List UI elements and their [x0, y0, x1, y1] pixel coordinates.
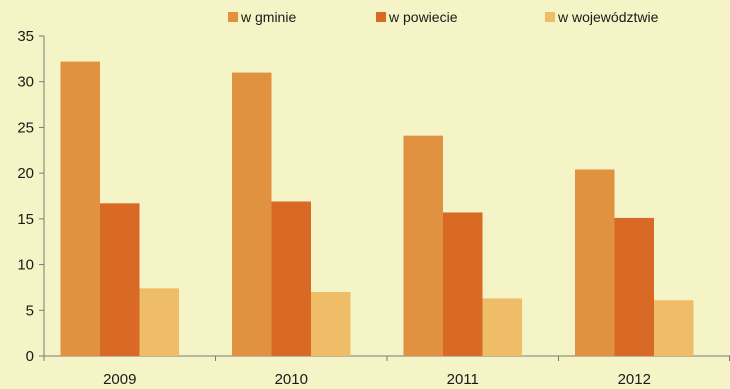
bar: [654, 300, 694, 356]
legend-swatch: [376, 12, 386, 22]
x-axis: 2009 2010 2011 2012: [43, 355, 730, 388]
y-tick-label: 5: [26, 302, 34, 319]
legend: w gminie w powiecie w województwie: [228, 9, 659, 25]
y-tick-label: 20: [17, 165, 34, 182]
x-tick-label: 2009: [103, 371, 136, 388]
legend-item: w województwie: [545, 9, 659, 25]
legend-swatch: [228, 12, 238, 22]
legend-label: w powiecie: [388, 9, 458, 25]
bar: [575, 169, 615, 356]
bar: [60, 61, 100, 356]
y-tick-label: 15: [17, 211, 34, 228]
bar: [403, 135, 443, 356]
bar: [271, 201, 311, 356]
y-tick-label: 25: [17, 119, 34, 136]
legend-item: w gminie: [228, 9, 296, 25]
bar: [232, 72, 272, 357]
legend-swatch: [545, 12, 555, 22]
legend-label: w województwie: [557, 9, 659, 25]
y-tick-label: 30: [17, 74, 34, 91]
bar: [482, 298, 522, 356]
x-tick-label: 2010: [275, 371, 308, 388]
bars: [60, 61, 694, 357]
bar: [311, 292, 351, 356]
legend-label: w gminie: [240, 9, 296, 25]
y-axis: 0 5 10 15 20 25 30 35: [17, 28, 45, 365]
x-tick-label: 2012: [618, 371, 651, 388]
y-tick-label: 35: [17, 28, 34, 45]
bar: [614, 217, 654, 356]
legend-item: w powiecie: [376, 9, 458, 25]
y-tick-label: 10: [17, 257, 34, 274]
x-tick-label: 2011: [447, 371, 479, 388]
bar: [139, 288, 179, 356]
y-tick-label: 0: [26, 348, 34, 365]
bar: [443, 212, 483, 356]
bar: [100, 203, 140, 356]
